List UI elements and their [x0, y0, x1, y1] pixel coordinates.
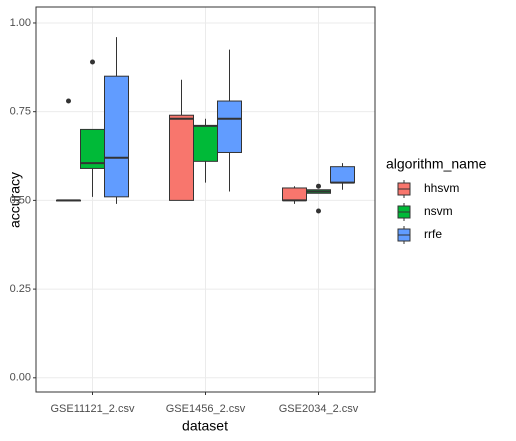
- y-tick-label: 0.25: [10, 283, 31, 295]
- outlier: [316, 208, 321, 214]
- legend-label: rrfe: [424, 227, 442, 241]
- outlier: [90, 59, 95, 65]
- legend-label: nsvm: [424, 204, 453, 218]
- legend-title: algorithm_name: [386, 156, 487, 172]
- y-axis-title: accuracy: [7, 172, 23, 228]
- outlier: [66, 98, 71, 104]
- box: [104, 75, 129, 198]
- outlier: [316, 183, 321, 189]
- x-axis-title: dataset: [182, 418, 228, 434]
- y-tick-label: 0.75: [10, 106, 31, 118]
- box: [193, 125, 218, 162]
- x-tick-label: GSE2034_2.csv: [279, 403, 359, 415]
- x-tick-label: GSE1456_2.csv: [166, 403, 246, 415]
- box: [282, 187, 307, 201]
- box: [80, 128, 105, 169]
- legend-label: hhsvm: [424, 181, 459, 195]
- y-tick-label: 0.00: [10, 372, 31, 384]
- y-tick-label: 1.00: [10, 17, 31, 29]
- box: [330, 166, 355, 184]
- y-tick-label: 0.50: [10, 194, 31, 206]
- plot: [36, 7, 375, 392]
- box: [217, 100, 242, 153]
- x-tick-label: GSE11121_2.csv: [51, 403, 135, 415]
- box: [169, 114, 194, 201]
